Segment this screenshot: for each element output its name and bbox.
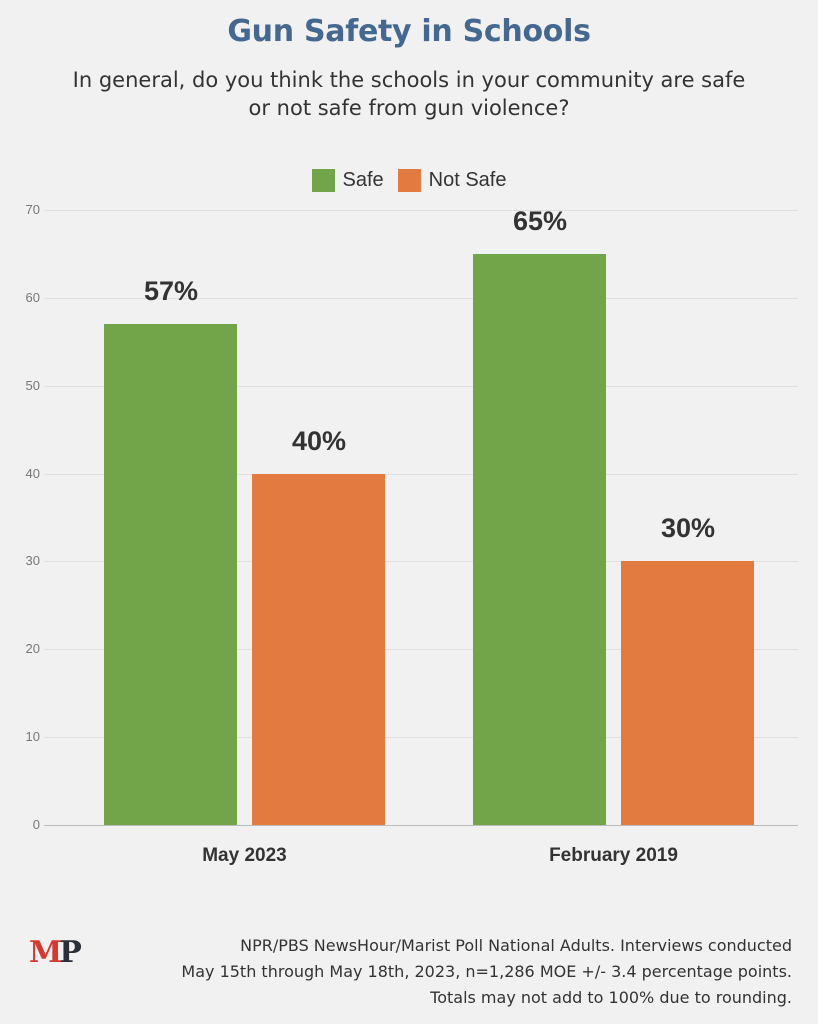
x-category-label: February 2019 bbox=[549, 845, 678, 866]
data-label: 30% bbox=[660, 513, 716, 544]
legend-swatch-safe-icon bbox=[311, 169, 335, 192]
y-tick-label: 0 bbox=[32, 817, 40, 832]
source-line: NPR/PBS NewsHour/Marist Poll National Ad… bbox=[240, 936, 792, 955]
bar-safe bbox=[473, 253, 606, 825]
logo-p: P bbox=[59, 935, 81, 970]
data-label: 65% bbox=[512, 205, 568, 236]
gridline bbox=[44, 561, 798, 563]
legend-item-safe: Safe bbox=[311, 169, 390, 192]
y-tick-label: 20 bbox=[25, 641, 40, 657]
source-line: May 15th through May 18th, 2023, n=1,286… bbox=[181, 962, 792, 981]
y-tick-label: 70 bbox=[25, 202, 40, 217]
marist-poll-logo: MP bbox=[29, 935, 82, 970]
chart-subtitle: In general, do you think the schools in … bbox=[72, 68, 746, 120]
bar-not-safe bbox=[621, 561, 754, 825]
y-tick-label: 30 bbox=[25, 553, 40, 569]
gridline bbox=[44, 737, 798, 739]
y-tick-label: 60 bbox=[25, 289, 40, 305]
bar-not-safe bbox=[252, 473, 385, 825]
gridline bbox=[44, 385, 798, 387]
x-category-label: May 2023 bbox=[202, 845, 287, 866]
y-tick-label: 50 bbox=[25, 377, 40, 393]
gridline bbox=[44, 473, 798, 475]
y-tick-label: 10 bbox=[25, 729, 40, 745]
data-label: 57% bbox=[143, 276, 199, 307]
gridline bbox=[44, 649, 798, 651]
chart-title: Gun Safety in Schools bbox=[227, 14, 591, 49]
gridline bbox=[44, 210, 798, 211]
y-tick-label: 40 bbox=[25, 465, 40, 481]
legend-item-not-safe: Not Safe bbox=[397, 169, 507, 192]
gridline bbox=[44, 297, 798, 299]
legend-swatch-not-safe-icon bbox=[397, 169, 421, 192]
logo-m: M bbox=[29, 935, 62, 970]
source-line: Totals may not add to 100% due to roundi… bbox=[430, 988, 792, 1007]
legend: Safe Not Safe bbox=[0, 169, 818, 192]
legend-label: Not Safe bbox=[428, 169, 507, 191]
source-note: NPR/PBS NewsHour/Marist Poll National Ad… bbox=[92, 933, 792, 1011]
x-axis-line bbox=[44, 825, 798, 826]
legend-label: Safe bbox=[342, 169, 384, 191]
data-label: 40% bbox=[291, 425, 347, 456]
bar-safe bbox=[104, 324, 237, 825]
